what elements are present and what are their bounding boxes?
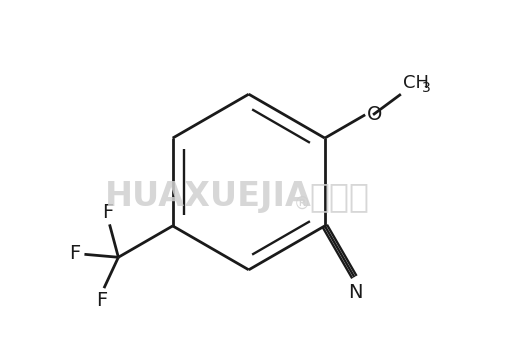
Text: ®: ® <box>294 194 310 213</box>
Text: O: O <box>367 105 383 124</box>
Text: F: F <box>102 202 113 222</box>
Text: 化学加: 化学加 <box>310 180 370 213</box>
Text: N: N <box>348 282 363 301</box>
Text: F: F <box>97 291 108 310</box>
Text: HUAXUEJIA: HUAXUEJIA <box>105 180 312 213</box>
Text: CH: CH <box>403 74 429 92</box>
Text: 3: 3 <box>421 81 430 95</box>
Text: F: F <box>69 244 80 263</box>
